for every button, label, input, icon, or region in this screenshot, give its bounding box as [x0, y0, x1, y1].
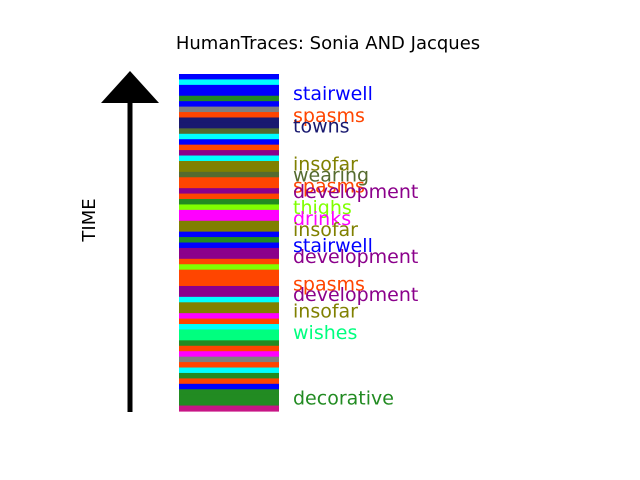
stripe — [179, 101, 279, 108]
stripe — [179, 74, 279, 81]
stripe — [179, 199, 279, 206]
stripe — [179, 160, 279, 168]
stripe — [179, 296, 279, 303]
stripe — [179, 177, 279, 184]
stripe — [179, 204, 279, 211]
label-column: stairwellspasmstownsinsofarwearingspasms… — [293, 83, 418, 409]
stripe — [179, 117, 279, 124]
stripe — [179, 171, 279, 178]
event-label: towns — [293, 116, 350, 138]
stripe — [179, 313, 279, 320]
stripe — [179, 112, 279, 119]
event-label: development — [293, 284, 418, 306]
stripe — [179, 79, 279, 86]
stripe — [179, 340, 279, 347]
stripe — [179, 324, 279, 331]
event-label: spasms — [293, 273, 365, 295]
stripe — [179, 150, 279, 157]
stripe — [179, 128, 279, 135]
stripe — [179, 394, 279, 401]
stripe — [179, 302, 279, 309]
stripe — [179, 122, 279, 129]
event-label: decorative — [293, 387, 394, 409]
time-arrow-shaft — [127, 100, 133, 412]
stripe — [179, 188, 279, 195]
stripe — [179, 307, 279, 314]
stripe — [179, 90, 279, 97]
stripe — [179, 253, 279, 260]
stripe — [179, 383, 279, 390]
stripe — [179, 258, 279, 265]
stripe — [179, 291, 279, 298]
stripe — [179, 329, 279, 336]
event-label: insofar — [293, 219, 358, 241]
event-label: wishes — [293, 322, 357, 344]
event-label: drinks — [293, 208, 351, 230]
event-label: insofar — [293, 154, 358, 176]
time-arrow — [101, 71, 159, 412]
event-label: wearing — [293, 165, 369, 187]
stripe-column — [179, 74, 279, 412]
stripe — [179, 389, 279, 396]
stripe — [179, 215, 279, 222]
stripe — [179, 182, 279, 189]
time-arrow-head — [101, 71, 159, 103]
stripe — [179, 155, 279, 162]
stripe — [179, 144, 279, 151]
stripe — [179, 193, 279, 200]
stripe — [179, 280, 279, 287]
event-label: thighs — [293, 197, 352, 219]
event-label: insofar — [293, 300, 358, 322]
stripe — [179, 345, 279, 352]
stripe — [179, 209, 279, 216]
stripe — [179, 139, 279, 146]
stripe — [179, 334, 279, 341]
stripe — [179, 247, 279, 254]
event-label: development — [293, 246, 418, 268]
stripe — [179, 95, 279, 102]
stripe — [179, 226, 279, 233]
stripe — [179, 269, 279, 276]
event-label: stairwell — [293, 83, 373, 105]
stripe — [179, 400, 279, 407]
stripe — [179, 106, 279, 113]
stripe — [179, 242, 279, 249]
stripe — [179, 367, 279, 374]
chart-title: HumanTraces: Sonia AND Jacques — [176, 33, 480, 54]
stripe — [179, 318, 279, 325]
stripe — [179, 231, 279, 238]
event-label: spasms — [293, 105, 365, 127]
stripe — [179, 237, 279, 244]
stripe — [179, 133, 279, 140]
stripe — [179, 285, 279, 293]
stripe — [179, 275, 279, 282]
stripe — [179, 356, 279, 363]
stripe — [179, 264, 279, 271]
stripe — [179, 378, 279, 385]
y-axis-label: TIME — [79, 198, 100, 242]
stripe — [179, 220, 279, 227]
stripe — [179, 362, 279, 369]
stripe — [179, 351, 279, 358]
stripe — [179, 84, 279, 91]
stripe — [179, 166, 279, 173]
stripe — [179, 372, 279, 379]
event-label: stairwell — [293, 235, 373, 257]
stripe — [179, 405, 279, 412]
event-label: spasms — [293, 175, 365, 197]
event-label: development — [293, 181, 418, 203]
